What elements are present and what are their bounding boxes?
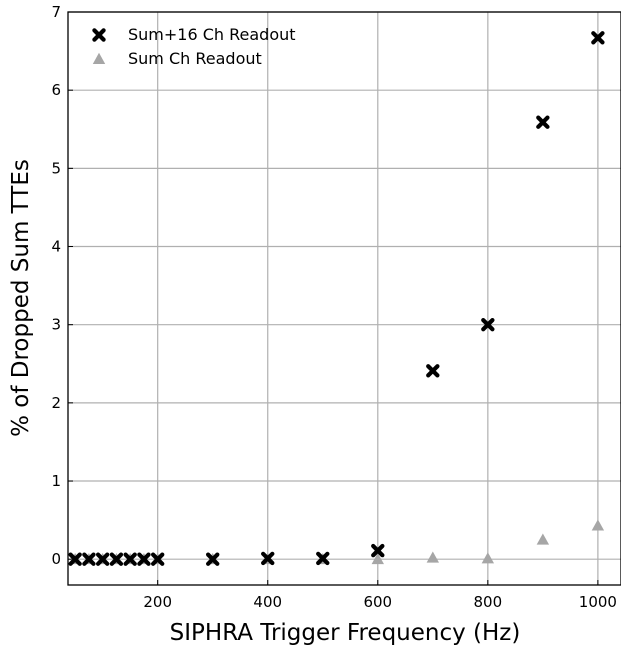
y-tick-label: 6 xyxy=(51,81,61,99)
axis-ticks: 200 400 600 800 1000 0 1 2 3 4 5 6 7 xyxy=(51,3,617,611)
y-axis-label: % of Dropped Sum TTEs xyxy=(8,159,34,437)
data-point-sum16 xyxy=(536,115,550,129)
data-point-sum16 xyxy=(481,317,495,332)
y-tick-label: 2 xyxy=(51,394,61,412)
data-point-sum16 xyxy=(316,551,330,566)
plot-area-frame xyxy=(67,11,621,586)
data-point-sum16 xyxy=(137,552,151,566)
x-tick-label: 200 xyxy=(143,593,172,611)
x-tick-label: 600 xyxy=(363,593,392,611)
data-point-sum xyxy=(426,551,440,563)
x-tick-label: 1000 xyxy=(579,593,617,611)
data-point-sum16 xyxy=(371,543,385,558)
data-point-sum16 xyxy=(261,551,275,566)
y-tick-label: 7 xyxy=(51,3,61,21)
legend-icon-triangle xyxy=(92,52,106,64)
data-point-sum16 xyxy=(591,31,605,45)
data-point-sum xyxy=(536,533,550,545)
legend-marker-x xyxy=(92,28,106,42)
y-tick-label: 4 xyxy=(51,238,61,256)
data-point-sum xyxy=(481,552,495,564)
data-point-sum16 xyxy=(150,552,165,566)
legend-label-sum16: Sum+16 Ch Readout xyxy=(128,25,296,44)
data-point-sum16 xyxy=(82,552,96,566)
data-point-sum16 xyxy=(426,364,440,378)
data-point-sum xyxy=(591,519,605,531)
y-tick-label: 0 xyxy=(51,550,61,568)
data-point-sum xyxy=(371,553,384,565)
y-tick-label: 1 xyxy=(51,472,61,490)
legend-marker-triangle xyxy=(92,52,106,64)
data-point-sum16 xyxy=(123,552,137,566)
legend-label-sum: Sum Ch Readout xyxy=(128,49,262,68)
grid-lines xyxy=(68,11,621,585)
y-tick-label: 5 xyxy=(51,159,61,177)
legend: Sum+16 Ch Readout Sum Ch Readout xyxy=(92,25,296,68)
data-point-sum16 xyxy=(68,552,82,566)
data-point-sum16 xyxy=(109,552,124,566)
x-tick-label: 400 xyxy=(253,593,282,611)
y-tick-label: 3 xyxy=(51,316,61,334)
data-markers xyxy=(68,31,605,566)
legend-icon-x xyxy=(92,28,106,42)
x-tick-label: 800 xyxy=(474,593,503,611)
x-axis-label: SIPHRA Trigger Frequency (Hz) xyxy=(170,620,521,646)
data-point-sum16 xyxy=(206,552,220,566)
data-point-sum16 xyxy=(95,552,110,566)
